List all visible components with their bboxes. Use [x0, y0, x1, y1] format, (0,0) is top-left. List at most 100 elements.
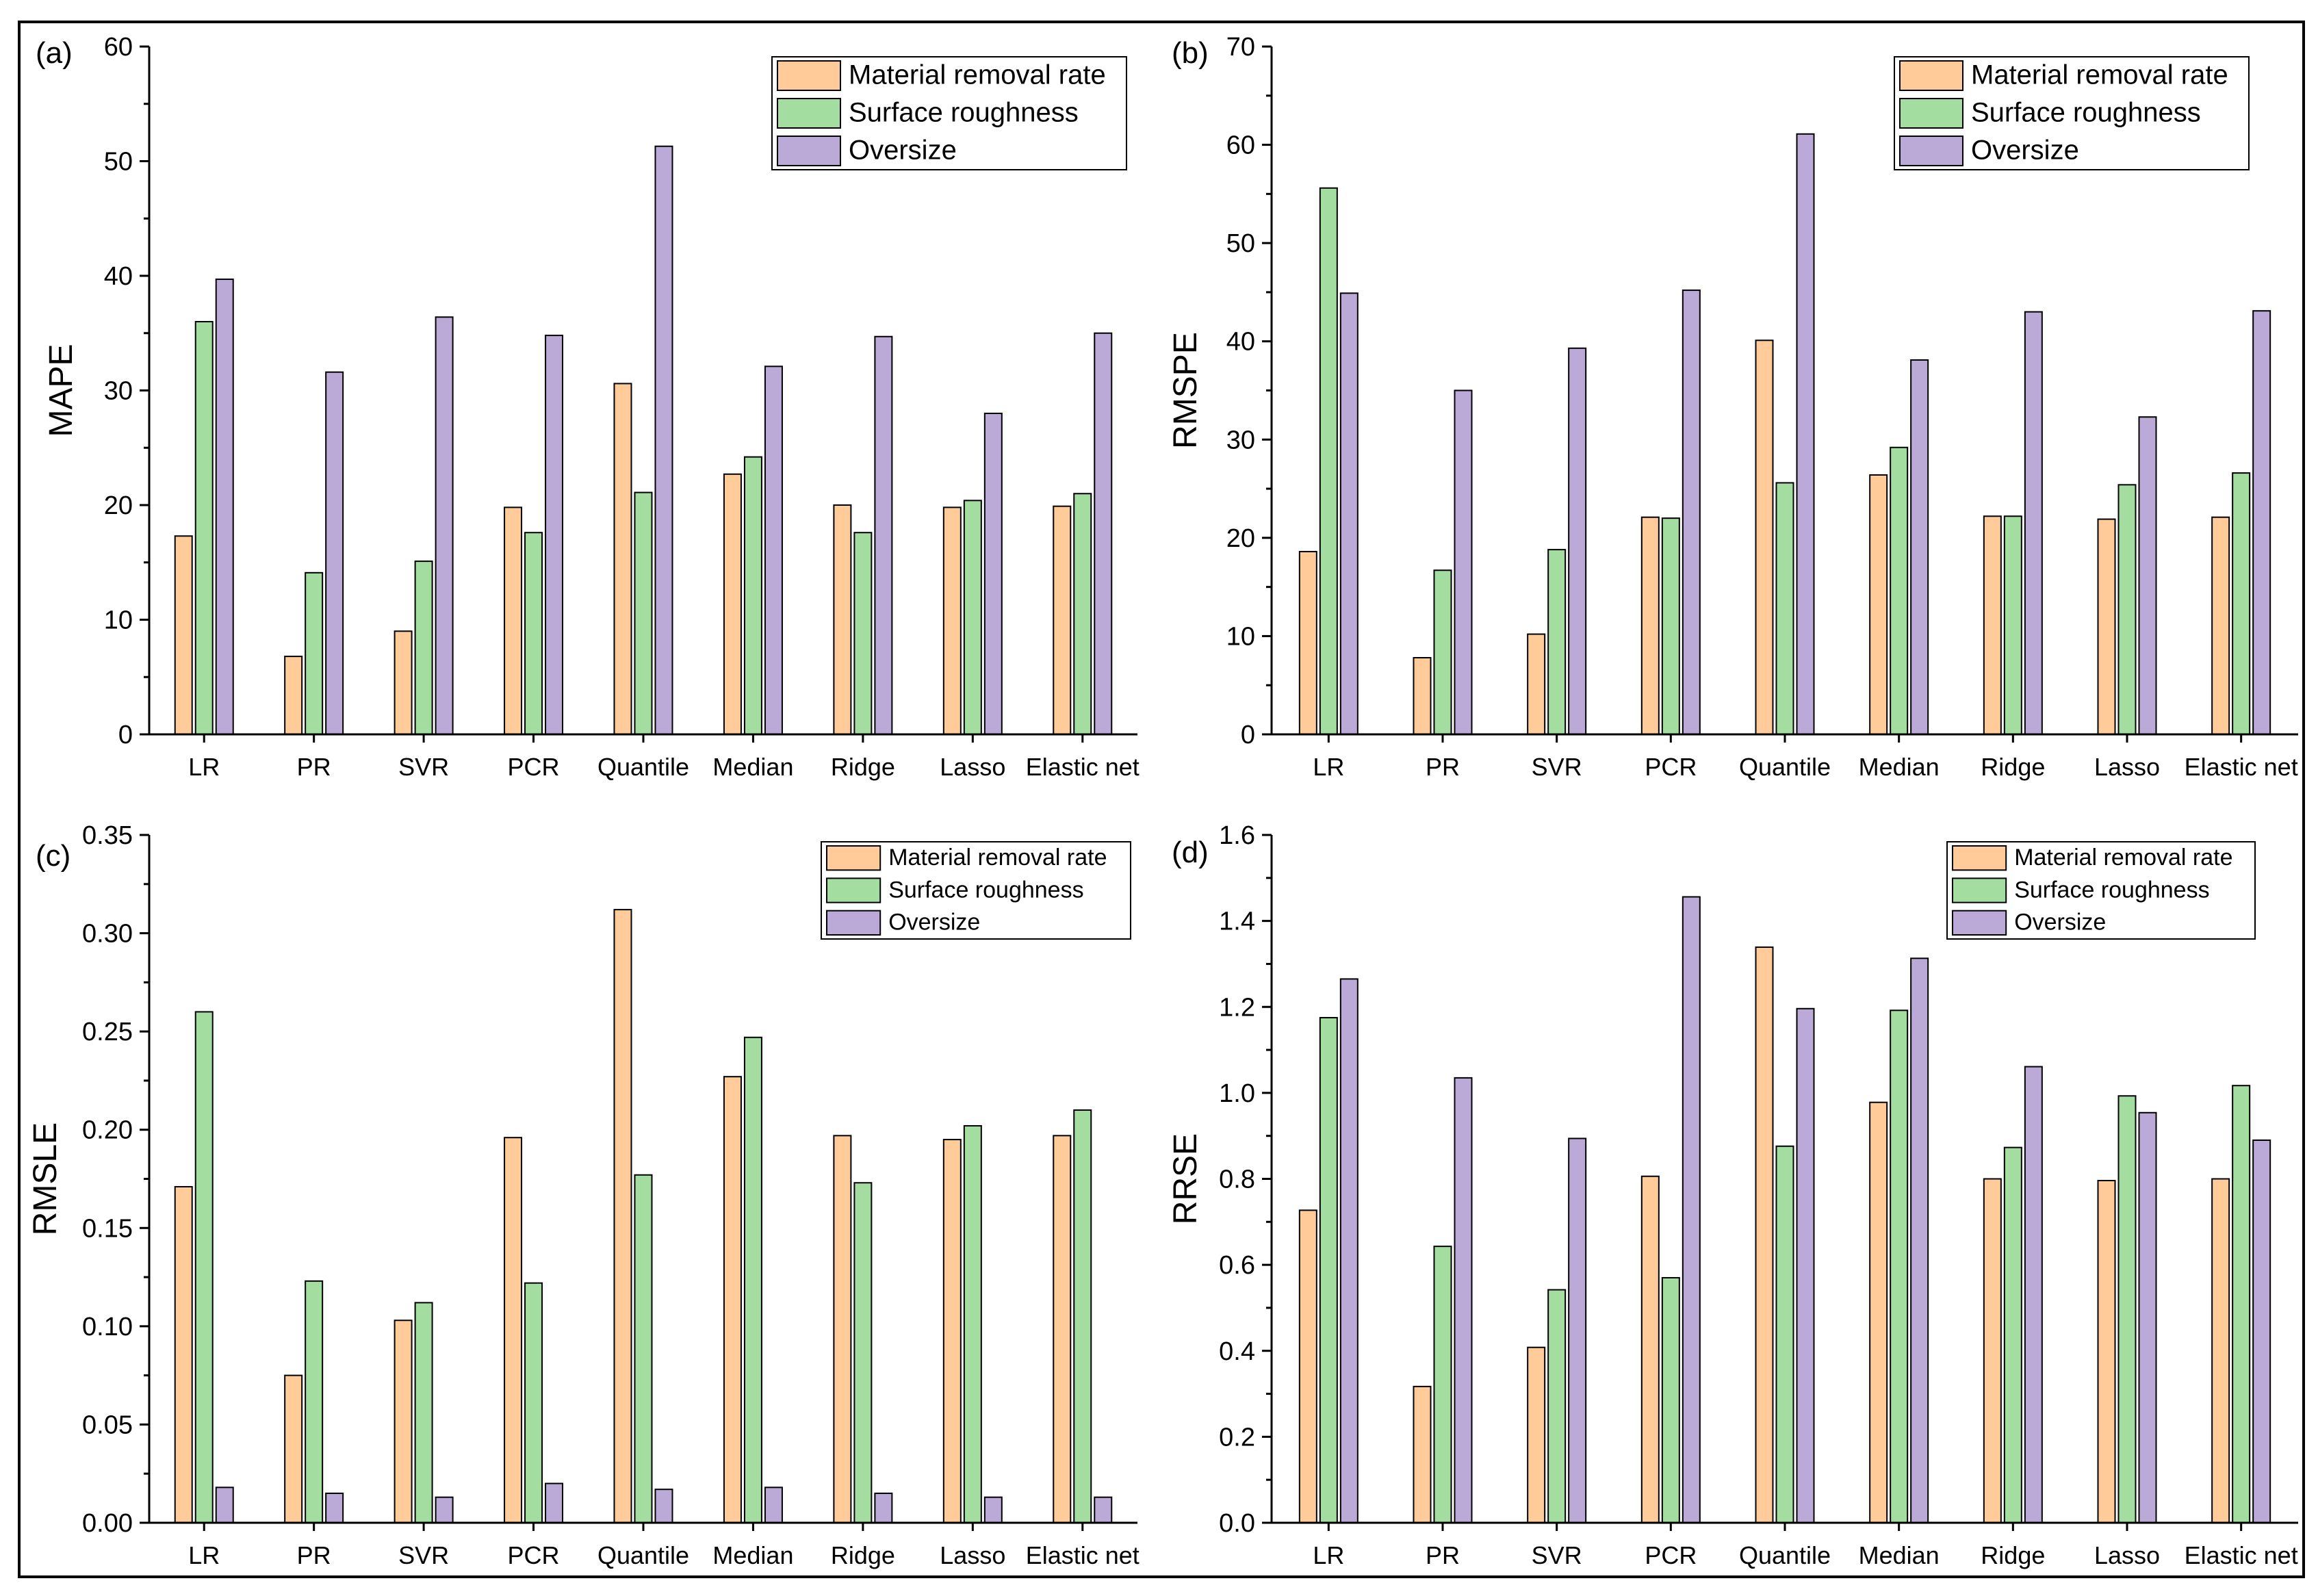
x-tick-label: LR — [1313, 1541, 1344, 1569]
x-tick-label: Median — [712, 1541, 793, 1569]
bar-oversize-pcr — [545, 1482, 564, 1524]
bar-material-removal-rate-median — [723, 1076, 742, 1523]
legend-swatch-oversize — [1952, 910, 2007, 936]
y-tick-label: 0.4 — [1219, 1337, 1255, 1366]
legend: Material removal rate Surface roughness Ov… — [821, 841, 1131, 940]
y-tick-label: 0 — [1241, 721, 1255, 749]
x-tick-label: Elastic net — [2185, 1541, 2298, 1569]
bar-oversize-pcr — [1682, 289, 1701, 735]
bar-oversize-median — [1910, 957, 1929, 1523]
bar-surface-roughness-ridge — [2003, 1146, 2022, 1523]
legend-label-material-removal-rate: Material removal rate — [849, 60, 1106, 90]
bar-oversize-quantile — [654, 1489, 673, 1524]
y-tick-label: 70 — [1226, 33, 1255, 62]
legend-swatch-material-removal-rate — [1899, 60, 1963, 91]
bar-material-removal-rate-elastic-net — [2211, 1178, 2230, 1523]
bar-oversize-svr — [1568, 347, 1587, 735]
x-tick-label: Elastic net — [1026, 753, 1139, 781]
bar-surface-roughness-lr — [194, 1011, 214, 1523]
y-axis-label: RMSPE — [1168, 332, 1204, 449]
y-tick-label: 0.35 — [82, 821, 133, 850]
x-tick-label: Lasso — [2094, 753, 2160, 781]
bar-oversize-ridge — [874, 335, 893, 735]
y-tick-label: 0.25 — [82, 1018, 133, 1046]
legend-label-material-removal-rate: Material removal rate — [1971, 60, 2228, 90]
legend-swatch-material-removal-rate — [826, 845, 881, 871]
legend-label-oversize: Oversize — [1971, 136, 2079, 166]
y-tick-label: 0.15 — [82, 1214, 133, 1243]
bar-oversize-pcr — [545, 335, 564, 736]
panel-a: (a) MAPE LR PR SVR PCR Quantile Median Ridge Lass… — [36, 33, 1139, 781]
x-tick-label: Quantile — [1739, 753, 1831, 781]
legend-swatch-surface-roughness — [826, 877, 881, 903]
bar-oversize-pr — [325, 1492, 344, 1523]
y-tick-label: 1.2 — [1219, 993, 1255, 1022]
bar-surface-roughness-svr — [414, 561, 433, 736]
y-tick-label: 40 — [1226, 328, 1255, 357]
legend-swatch-surface-roughness — [1899, 98, 1963, 129]
x-tick-label: SVR — [1532, 753, 1582, 781]
bar-material-removal-rate-elastic-net — [1053, 1135, 1072, 1524]
legend-swatch-material-removal-rate — [1952, 845, 2007, 871]
bar-oversize-elastic-net — [2252, 1139, 2271, 1523]
bar-material-removal-rate-lasso — [942, 506, 962, 735]
legend-label-surface-roughness: Surface roughness — [888, 877, 1083, 903]
bar-oversize-ridge — [2024, 1066, 2043, 1523]
y-tick-label: 1.0 — [1219, 1079, 1255, 1108]
legend: Material removal rate Surface roughness Ov… — [1946, 841, 2256, 940]
legend-swatch-oversize — [777, 136, 841, 166]
bar-material-removal-rate-svr — [1527, 1346, 1546, 1523]
x-tick-label: Quantile — [597, 1541, 689, 1569]
y-tick-label: 60 — [104, 33, 133, 62]
bar-surface-roughness-elastic-net — [1073, 493, 1092, 735]
y-axis-label: RMSLE — [27, 1122, 64, 1235]
legend-label-oversize: Oversize — [888, 910, 980, 936]
y-tick-label: 10 — [1226, 622, 1255, 651]
x-tick-label: LR — [188, 753, 220, 781]
y-tick-label: 0.00 — [82, 1509, 133, 1538]
bar-material-removal-rate-quantile — [1755, 946, 1774, 1524]
legend: Material removal rate Surface roughness Ov… — [1894, 56, 2250, 170]
y-tick-label: 0.6 — [1219, 1251, 1255, 1280]
x-tick-label: Quantile — [597, 753, 689, 781]
x-tick-label: PCR — [508, 753, 560, 781]
y-tick-label: 0.30 — [82, 920, 133, 949]
bar-material-removal-rate-ridge — [1983, 1178, 2002, 1523]
bar-surface-roughness-svr — [1547, 549, 1567, 735]
bar-surface-roughness-median — [743, 1036, 762, 1524]
bar-surface-roughness-median — [1890, 1009, 1909, 1523]
bar-surface-roughness-pr — [1433, 1246, 1452, 1523]
bar-material-removal-rate-lasso — [2097, 518, 2116, 735]
bar-surface-roughness-lasso — [963, 500, 982, 735]
bar-oversize-lasso — [983, 1496, 1003, 1523]
bar-material-removal-rate-ridge — [833, 504, 852, 735]
bar-oversize-median — [764, 365, 783, 735]
bar-material-removal-rate-pr — [284, 1374, 303, 1523]
bar-material-removal-rate-lr — [1298, 550, 1317, 735]
x-tick-label: Lasso — [940, 753, 1005, 781]
panel-c: (c) RMSLE LR PR SVR PCR Quantile Median Ridge Las… — [27, 821, 1139, 1569]
y-axis-label: MAPE — [43, 344, 79, 437]
y-tick-label: 1.6 — [1219, 821, 1255, 850]
bar-material-removal-rate-pcr — [504, 1137, 523, 1523]
bar-material-removal-rate-svr — [394, 1320, 413, 1523]
x-tick-label: PCR — [508, 1541, 560, 1569]
bar-oversize-quantile — [1796, 1007, 1815, 1523]
bar-oversize-lasso — [983, 413, 1003, 735]
bar-oversize-lr — [1339, 292, 1358, 736]
x-tick-label: LR — [1313, 753, 1344, 781]
panel-label: (d) — [1172, 836, 1209, 869]
x-tick-label: PR — [1426, 1541, 1460, 1569]
x-tick-label: Lasso — [940, 1541, 1005, 1569]
x-tick-label: Median — [1859, 753, 1940, 781]
bar-material-removal-rate-pr — [284, 656, 303, 735]
bar-surface-roughness-quantile — [634, 491, 653, 735]
bar-surface-roughness-median — [1890, 446, 1909, 735]
x-tick-label: Elastic net — [1026, 1541, 1139, 1569]
legend-swatch-surface-roughness — [777, 98, 841, 129]
bar-surface-roughness-elastic-net — [1073, 1109, 1092, 1523]
bar-material-removal-rate-lasso — [2097, 1180, 2116, 1523]
x-tick-label: PR — [297, 753, 331, 781]
bar-surface-roughness-pcr — [524, 532, 543, 735]
